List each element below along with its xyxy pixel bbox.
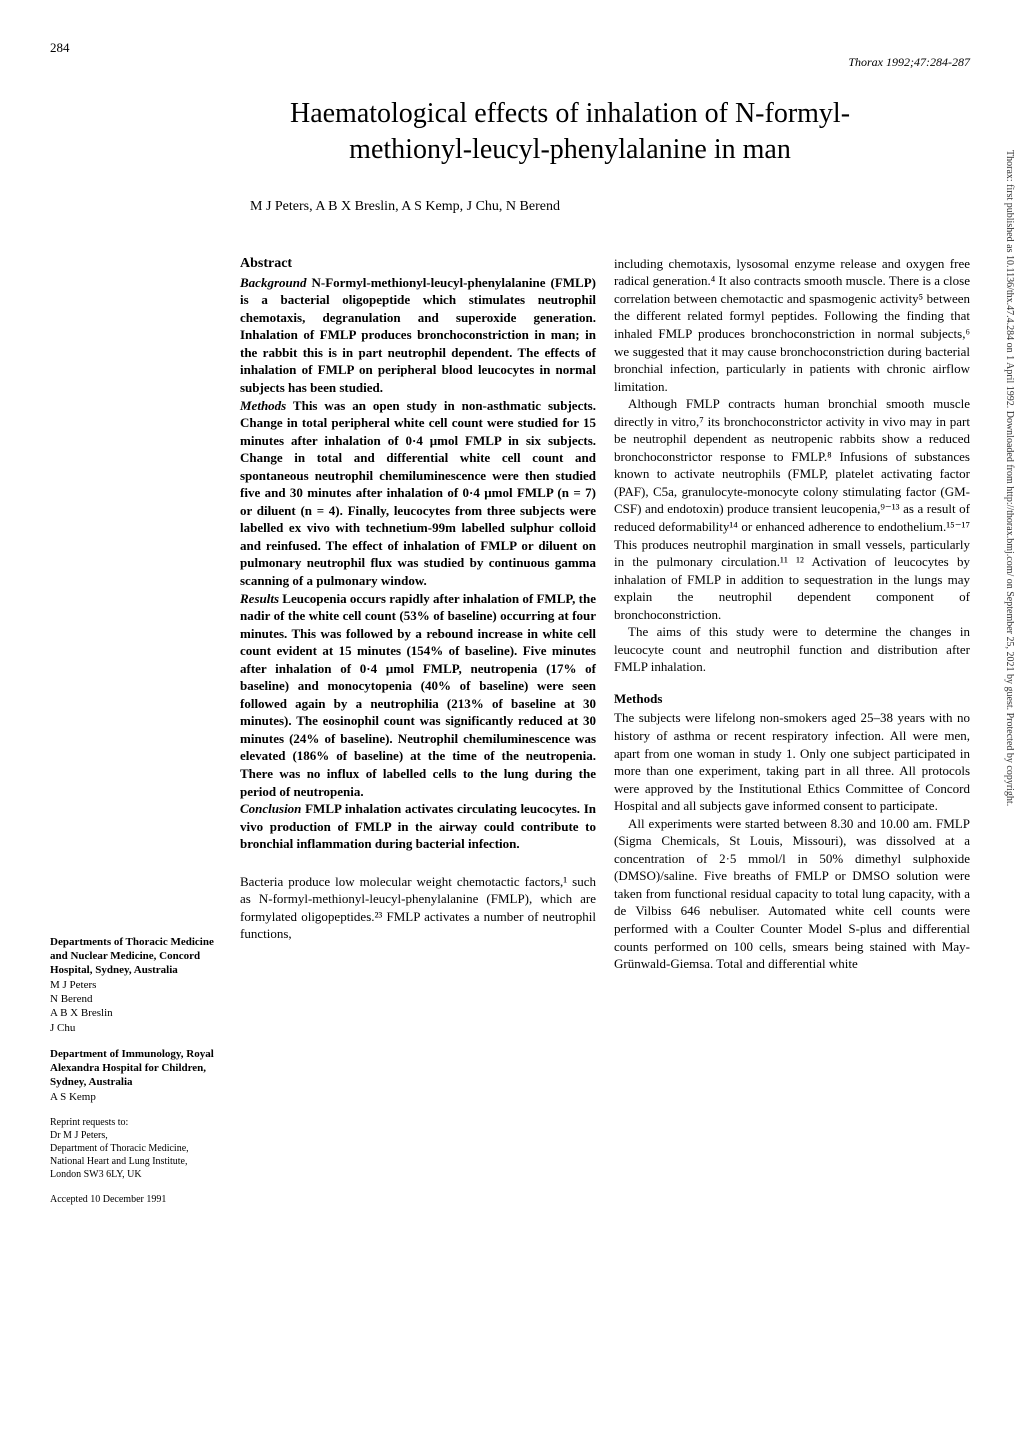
methods-heading: Methods <box>614 690 970 708</box>
column-right: including chemotaxis, lysosomal enzyme r… <box>614 255 970 1218</box>
text-columns: Abstract Background N-Formyl-methionyl-l… <box>240 255 970 1218</box>
accepted-date: Accepted 10 December 1991 <box>50 1193 220 1206</box>
results-text: Leucopenia occurs rapidly after inhalati… <box>240 591 596 799</box>
methods-paragraph-2: All experiments were started between 8.3… <box>614 815 970 973</box>
article-title: Haematological effects of inhalation of … <box>250 96 890 169</box>
results-label: Results <box>240 591 279 606</box>
abstract-heading: Abstract <box>240 255 596 274</box>
methods-label: Methods <box>240 398 286 413</box>
dept1-title: Departments of Thoracic Medicine and Nuc… <box>50 935 220 978</box>
intro-paragraph-1: Bacteria produce low molecular weight ch… <box>240 873 596 943</box>
methods-text: This was an open study in non-asthmatic … <box>240 398 596 588</box>
col2-paragraph-1: including chemotaxis, lysosomal enzyme r… <box>614 255 970 395</box>
dept2-names: A S Kemp <box>50 1090 220 1104</box>
journal-citation: Thorax 1992;47:284-287 <box>848 55 970 70</box>
dept1-names: M J Peters N Berend A B X Breslin J Chu <box>50 978 220 1035</box>
dept2-title: Department of Immunology, Royal Alexandr… <box>50 1047 220 1090</box>
col2-paragraph-3: The aims of this study were to determine… <box>614 623 970 676</box>
department-1: Departments of Thoracic Medicine and Nuc… <box>50 935 220 1035</box>
col2-paragraph-2: Although FMLP contracts human bronchial … <box>614 395 970 623</box>
background-text: N-Formyl-methionyl-leucyl-phenylalanine … <box>240 275 596 395</box>
methods-paragraph-1: The subjects were lifelong non-smokers a… <box>614 709 970 814</box>
reprint-info: Reprint requests to: Dr M J Peters, Depa… <box>50 1116 220 1181</box>
right-margin-copyright: Thorax: first published as 10.1136/thx.4… <box>1004 150 1015 1250</box>
abstract-body: Background N-Formyl-methionyl-leucyl-phe… <box>240 274 596 853</box>
main-content: Departments of Thoracic Medicine and Nuc… <box>50 255 970 1218</box>
background-label: Background <box>240 275 306 290</box>
conclusion-label: Conclusion <box>240 801 301 816</box>
page-number: 284 <box>50 40 970 56</box>
authors-list: M J Peters, A B X Breslin, A S Kemp, J C… <box>250 199 970 215</box>
affiliation-sidebar: Departments of Thoracic Medicine and Nuc… <box>50 255 220 1218</box>
department-2: Department of Immunology, Royal Alexandr… <box>50 1047 220 1104</box>
column-left: Abstract Background N-Formyl-methionyl-l… <box>240 255 596 1218</box>
